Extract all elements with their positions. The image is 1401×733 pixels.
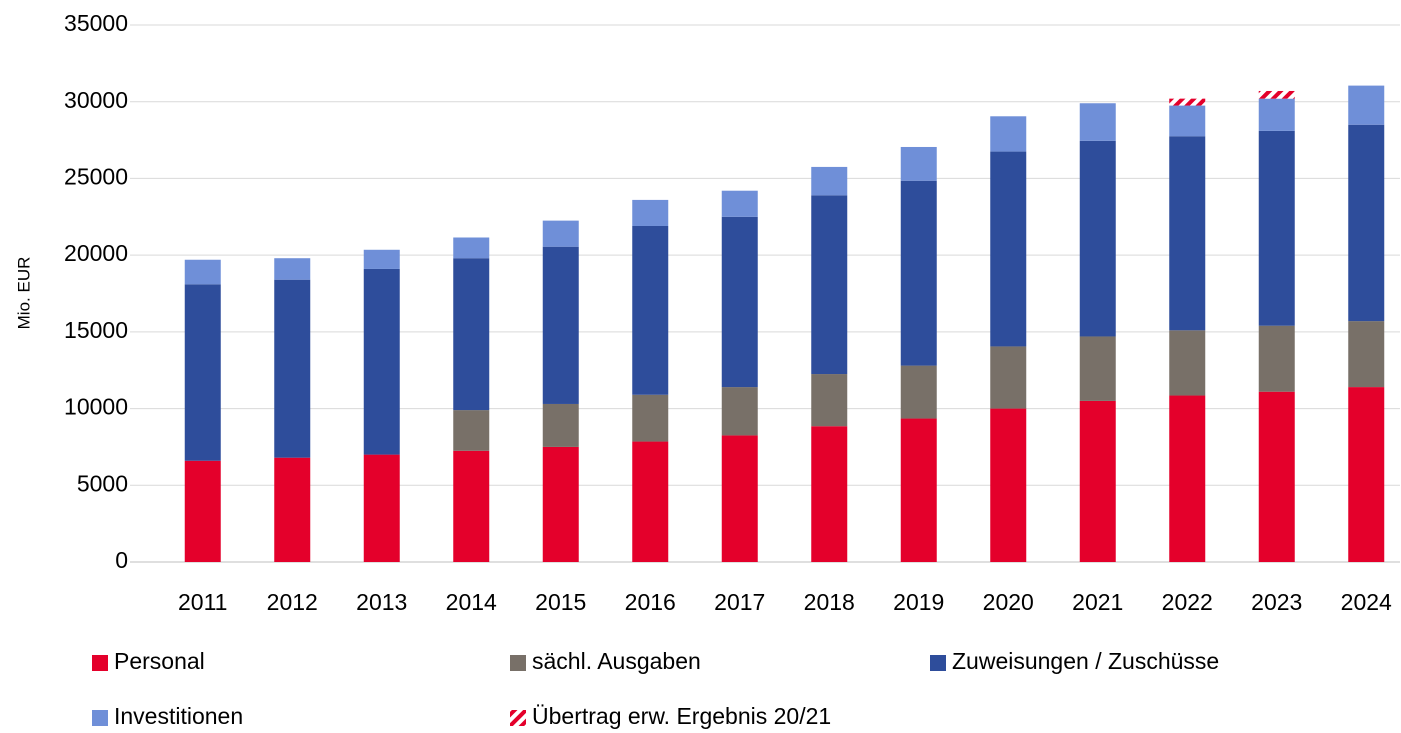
bar-segment: [632, 441, 669, 562]
bar-segment: [990, 116, 1027, 152]
x-tick-label: 2015: [535, 589, 586, 615]
legend-label: Übertrag erw. Ergebnis 20/21: [532, 703, 831, 729]
bar-segment: [274, 279, 311, 458]
bar-segment: [990, 346, 1027, 409]
legend-swatch: [510, 655, 526, 671]
bar-segment: [721, 387, 758, 436]
bar-segment: [274, 258, 311, 280]
bar-segment: [453, 258, 490, 411]
legend-swatch: [92, 655, 108, 671]
y-axis-label: Mio. EUR: [14, 257, 33, 330]
y-tick-label: 35000: [64, 10, 128, 36]
bar-segment: [1079, 103, 1116, 141]
legend-swatch: [510, 710, 526, 726]
x-tick-label: 2012: [267, 589, 318, 615]
bar-segment: [811, 166, 848, 196]
bar-segment: [542, 446, 579, 562]
y-tick-label: 0: [115, 547, 128, 573]
bar-segment: [900, 365, 937, 419]
bar-segment: [632, 394, 669, 442]
legend-label: Personal: [114, 648, 205, 674]
bar-segment: [900, 146, 937, 181]
x-tick-label: 2013: [356, 589, 407, 615]
y-tick-label: 10000: [64, 394, 128, 420]
bar-segment: [900, 180, 937, 366]
legend-label: sächl. Ausgaben: [532, 648, 701, 674]
bar-segment: [363, 454, 400, 562]
bar-segment: [1079, 336, 1116, 401]
x-tick-label: 2019: [893, 589, 944, 615]
bar-segment: [1079, 400, 1116, 562]
bar-segment: [811, 195, 848, 375]
y-tick-label: 25000: [64, 164, 128, 190]
bar-segment: [363, 249, 400, 269]
legend-label: Zuweisungen / Zuschüsse: [952, 648, 1219, 674]
bar-segment: [184, 284, 221, 461]
bar-segment: [811, 374, 848, 427]
legend-swatch: [92, 710, 108, 726]
bar-segment: [1169, 98, 1206, 106]
bar-segment: [811, 426, 848, 562]
bar-segment: [453, 237, 490, 259]
legend-swatch: [930, 655, 946, 671]
x-tick-label: 2023: [1251, 589, 1302, 615]
x-tick-label: 2022: [1162, 589, 1213, 615]
bar-segment: [1258, 325, 1295, 392]
bar-segment: [1258, 98, 1295, 131]
x-tick-label: 2024: [1341, 589, 1392, 615]
bar-segment: [184, 460, 221, 562]
x-tick-label: 2016: [625, 589, 676, 615]
bar-segment: [632, 225, 669, 395]
x-tick-label: 2018: [804, 589, 855, 615]
bar-segment: [721, 216, 758, 388]
bar-segment: [542, 246, 579, 404]
y-tick-label: 30000: [64, 87, 128, 113]
x-tick-label: 2017: [714, 589, 765, 615]
bar-segment: [363, 268, 400, 455]
bar-segment: [1348, 124, 1385, 322]
x-tick-label: 2011: [178, 589, 227, 615]
bar-segment: [453, 450, 490, 562]
bar-segment: [1169, 105, 1206, 137]
bar-segment: [1258, 130, 1295, 326]
bar-segment: [900, 418, 937, 562]
bar-segment: [542, 403, 579, 447]
bar-segment: [1169, 330, 1206, 396]
y-tick-label: 5000: [77, 470, 128, 496]
bar-segment: [1258, 90, 1295, 99]
y-tick-label: 15000: [64, 317, 128, 343]
bar-segment: [721, 435, 758, 562]
y-tick-label: 20000: [64, 240, 128, 266]
x-tick-label: 2014: [446, 589, 497, 615]
bar-segment: [1169, 395, 1206, 562]
bar-segment: [990, 408, 1027, 562]
bar-segment: [1348, 85, 1385, 125]
legend-label: Investitionen: [114, 703, 243, 729]
bar-segment: [274, 457, 311, 562]
bar-segment: [1348, 387, 1385, 562]
bar-segment: [990, 151, 1027, 347]
bar-segment: [184, 259, 221, 285]
bar-segment: [1258, 391, 1295, 562]
bar-segment: [1348, 321, 1385, 388]
bar-segment: [721, 190, 758, 217]
bar-segment: [453, 410, 490, 451]
bar-segment: [1169, 136, 1206, 331]
bar-segment: [542, 220, 579, 247]
bar-segment: [632, 199, 669, 226]
bar-segment: [1079, 140, 1116, 337]
x-tick-label: 2020: [983, 589, 1034, 615]
x-tick-label: 2021: [1072, 589, 1123, 615]
